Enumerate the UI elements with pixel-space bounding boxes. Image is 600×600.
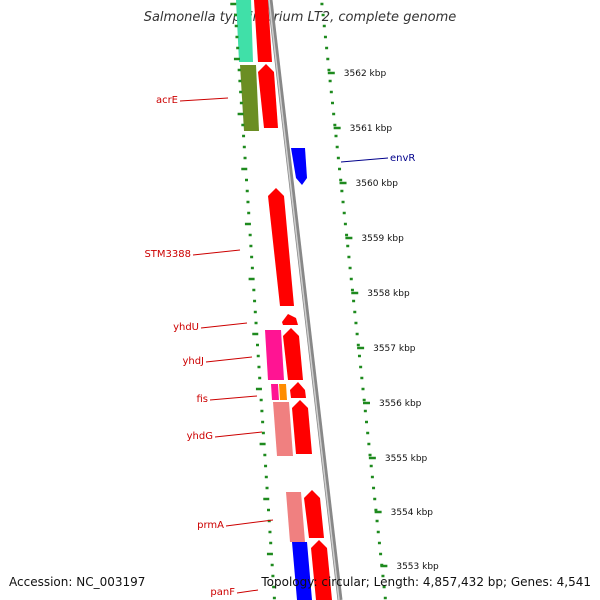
tick-label: 3562 kbp [344,69,387,79]
gene-label-panf[interactable]: panF [210,587,235,598]
leader-line [236,589,259,594]
topology-text: Topology: circular; Length: 4,857,432 bp… [261,575,591,589]
tick-track-left [230,2,276,600]
backbone-line [267,0,343,600]
gene-arrow[interactable] [268,188,294,306]
feature-track-inner [236,0,312,600]
tick-label: 3561 kbp [350,124,393,134]
feature-block[interactable] [279,384,287,400]
feature-block[interactable] [271,384,279,400]
gene-arrow[interactable] [311,540,332,600]
leader-line [200,322,248,329]
gene-label-fis[interactable]: fis [196,394,208,405]
gene-arrow[interactable] [282,314,298,325]
gene-label-stm3388[interactable]: STM3388 [144,249,191,260]
gene-arrow[interactable] [283,328,303,380]
gene-label-envr[interactable]: envR [390,153,415,164]
feature-block[interactable] [286,492,305,542]
leader-line [225,519,274,527]
gene-arrow[interactable] [254,0,272,62]
tick-label: 3554 kbp [391,508,434,518]
tick-label: 3555 kbp [385,454,428,464]
gene-label-prma[interactable]: prmA [197,520,224,531]
leader-line [205,356,253,363]
leader-line [192,249,241,256]
gene-label-yhdu[interactable]: yhdU [173,322,199,333]
feature-block[interactable] [240,65,259,131]
feature-block[interactable] [273,402,293,456]
leader-line [340,157,389,163]
gene-arrow[interactable] [291,148,307,185]
tick-label: 3557 kbp [373,344,416,354]
gene-labels: acrE envR STM3388 yhdU yhdJ fis yhdG prmA panF [144,95,415,598]
gene-label-acre[interactable]: acrE [156,95,178,106]
leader-line [214,431,263,438]
gene-arrow[interactable] [292,400,312,454]
accession-text: Accession: NC_003197 [9,575,146,589]
backbone-highlight [268,0,340,600]
gene-arrow[interactable] [304,490,324,538]
tick-label: 3556 kbp [379,399,422,409]
tick-label: 3553 kbp [396,562,439,572]
gene-label-yhdj[interactable]: yhdJ [182,356,204,367]
tick-label: 3559 kbp [361,234,404,244]
feature-block[interactable] [236,0,253,62]
gene-label-yhdg[interactable]: yhdG [187,431,213,442]
leader-line [209,395,258,401]
tick-labels: 3562 kbp 3561 kbp 3560 kbp 3559 kbp 3558 kbp… [327,69,439,572]
map-title: Salmonella typhimurium LT2, complete gen… [143,10,457,25]
tick-label: 3560 kbp [356,179,399,189]
tick-label: 3558 kbp [367,289,410,299]
feature-block[interactable] [292,542,312,600]
feature-track-outer [254,0,332,600]
leader-line [179,97,229,102]
feature-block[interactable] [265,330,284,380]
gene-arrow[interactable] [290,382,306,398]
gene-arrow[interactable] [258,64,278,128]
